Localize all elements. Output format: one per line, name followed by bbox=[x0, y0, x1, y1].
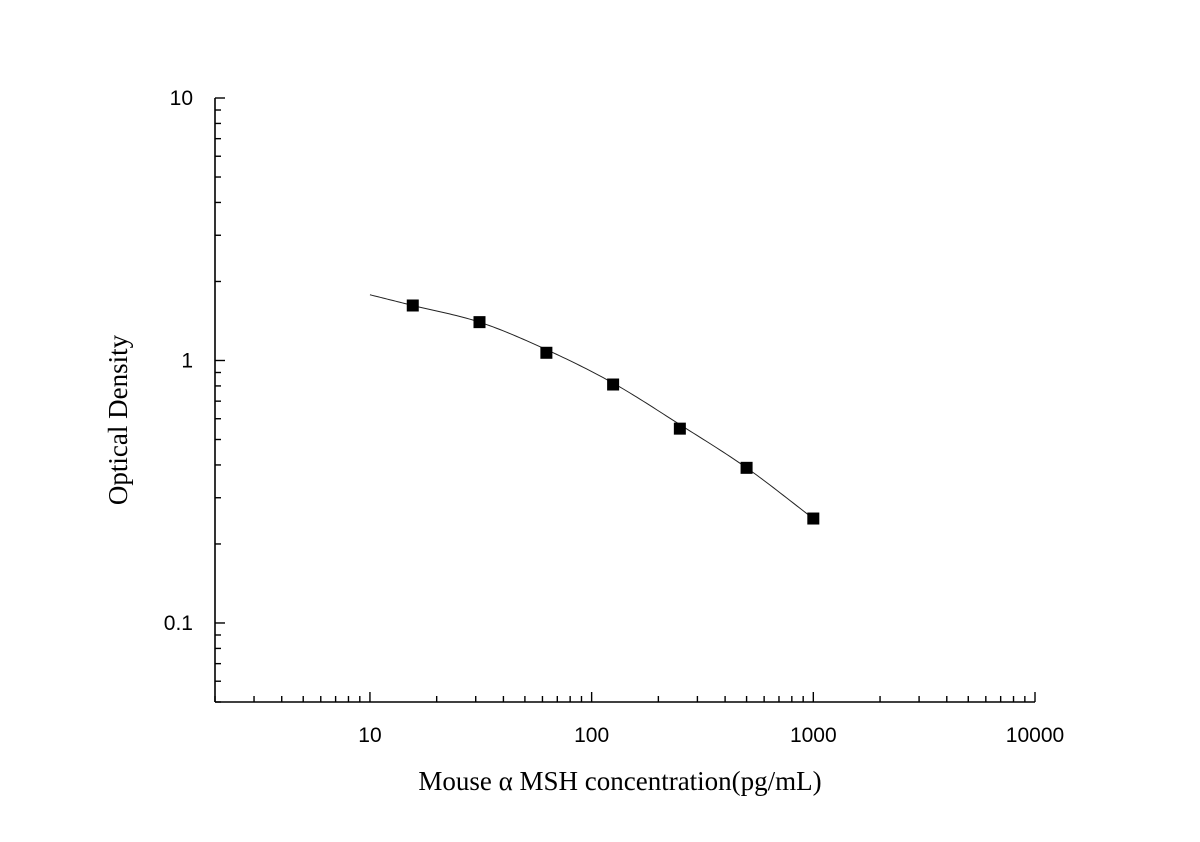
y-axis-label: Optical Density bbox=[103, 334, 133, 505]
data-markers bbox=[406, 299, 820, 525]
y-ticks: 0.1 1 10 bbox=[164, 87, 225, 703]
x-tick-label: 10000 bbox=[1006, 724, 1064, 747]
data-point bbox=[740, 461, 753, 474]
data-point bbox=[540, 346, 553, 359]
y-axis: 0.1 1 10 Optical Density bbox=[103, 87, 225, 703]
plot-area bbox=[369, 294, 820, 525]
y-tick-label: 0.1 bbox=[164, 612, 193, 635]
x-axis: 10 100 1000 10000 Mouse α MSH concentration… bbox=[214, 692, 1064, 796]
data-point bbox=[406, 299, 419, 312]
x-tick-label: 1000 bbox=[790, 724, 837, 747]
x-tick-label: 10 bbox=[358, 724, 381, 747]
data-point bbox=[607, 378, 620, 391]
y-tick-label: 1 bbox=[181, 349, 193, 372]
data-point bbox=[673, 422, 686, 435]
x-ticks: 10 100 1000 10000 bbox=[214, 692, 1064, 747]
y-tick-label: 10 bbox=[170, 87, 193, 110]
x-tick-label: 100 bbox=[574, 724, 609, 747]
data-point bbox=[807, 512, 820, 525]
data-point bbox=[473, 316, 486, 329]
x-axis-label: Mouse α MSH concentration(pg/mL) bbox=[418, 766, 821, 796]
fit-curve bbox=[369, 294, 814, 519]
